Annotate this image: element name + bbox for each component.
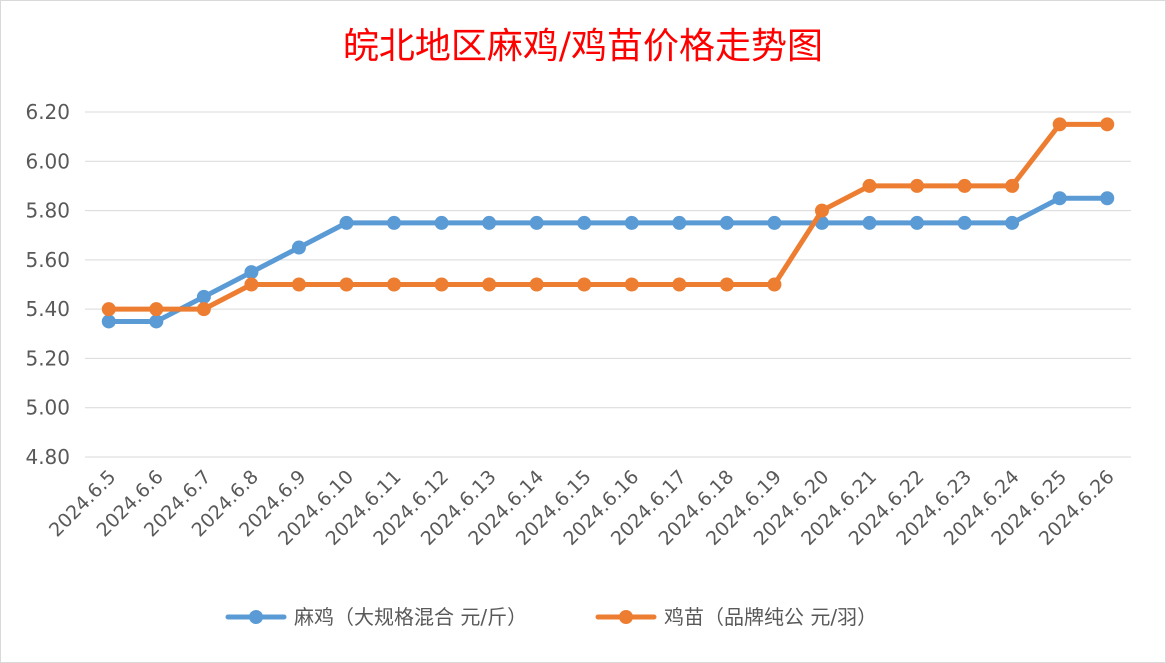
data-point: [957, 215, 972, 230]
data-point: [482, 215, 497, 230]
data-point: [101, 314, 116, 329]
legend: 麻鸡（大规格混合 元/斤） 鸡苗（品牌纯公 元/羽）: [225, 605, 877, 629]
data-point: [1005, 178, 1020, 193]
data-point: [529, 277, 544, 292]
data-point: [244, 265, 259, 280]
series-group: [101, 117, 1115, 329]
data-point: [1005, 215, 1020, 230]
data-point: [339, 277, 354, 292]
y-tick-label: 5.80: [25, 199, 70, 223]
y-tick-label: 5.00: [25, 396, 70, 420]
data-point: [1100, 191, 1115, 206]
data-point: [101, 302, 116, 317]
data-point: [291, 277, 306, 292]
data-point: [482, 277, 497, 292]
data-point: [529, 215, 544, 230]
data-point: [814, 203, 829, 218]
gridlines: [85, 111, 1131, 458]
data-point: [862, 178, 877, 193]
data-point: [387, 277, 402, 292]
chart-title: 皖北地区麻鸡/鸡苗价格走势图: [343, 26, 823, 67]
data-point: [862, 215, 877, 230]
data-point: [196, 302, 211, 317]
data-point: [434, 215, 449, 230]
legend-marker: [619, 610, 633, 624]
data-point: [672, 277, 687, 292]
y-tick-label: 5.40: [25, 297, 70, 321]
data-point: [244, 277, 259, 292]
legend-label: 鸡苗（品牌纯公 元/羽）: [664, 605, 877, 629]
x-axis-ticks: 2024.6.52024.6.62024.6.72024.6.82024.6.9…: [45, 466, 1119, 550]
data-point: [1052, 117, 1067, 132]
y-tick-label: 5.60: [25, 248, 70, 272]
data-point: [719, 215, 734, 230]
data-point: [149, 314, 164, 329]
data-point: [957, 178, 972, 193]
data-point: [387, 215, 402, 230]
data-point: [1052, 191, 1067, 206]
series-line: [106, 121, 1110, 312]
y-tick-label: 6.20: [25, 100, 70, 124]
series-1: [101, 191, 1115, 329]
series-line: [106, 195, 1110, 324]
data-point: [577, 277, 592, 292]
data-point: [577, 215, 592, 230]
data-point: [767, 277, 782, 292]
legend-marker: [249, 610, 263, 624]
data-point: [1100, 117, 1115, 132]
data-point: [434, 277, 449, 292]
legend-label: 麻鸡（大规格混合 元/斤）: [294, 605, 527, 629]
data-point: [624, 215, 639, 230]
data-point: [672, 215, 687, 230]
data-point: [196, 289, 211, 304]
data-point: [339, 215, 354, 230]
y-axis-ticks: 4.80 5.00 5.20 5.40 5.60 5.80 6.00 6.20: [25, 100, 70, 469]
y-tick-label: 4.80: [25, 445, 70, 469]
y-tick-label: 5.20: [25, 346, 70, 370]
data-point: [767, 215, 782, 230]
data-point: [291, 240, 306, 255]
series-2: [101, 117, 1115, 317]
data-point: [910, 215, 925, 230]
y-tick-label: 6.00: [25, 149, 70, 173]
data-point: [719, 277, 734, 292]
data-point: [624, 277, 639, 292]
data-point: [149, 302, 164, 317]
data-point: [910, 178, 925, 193]
